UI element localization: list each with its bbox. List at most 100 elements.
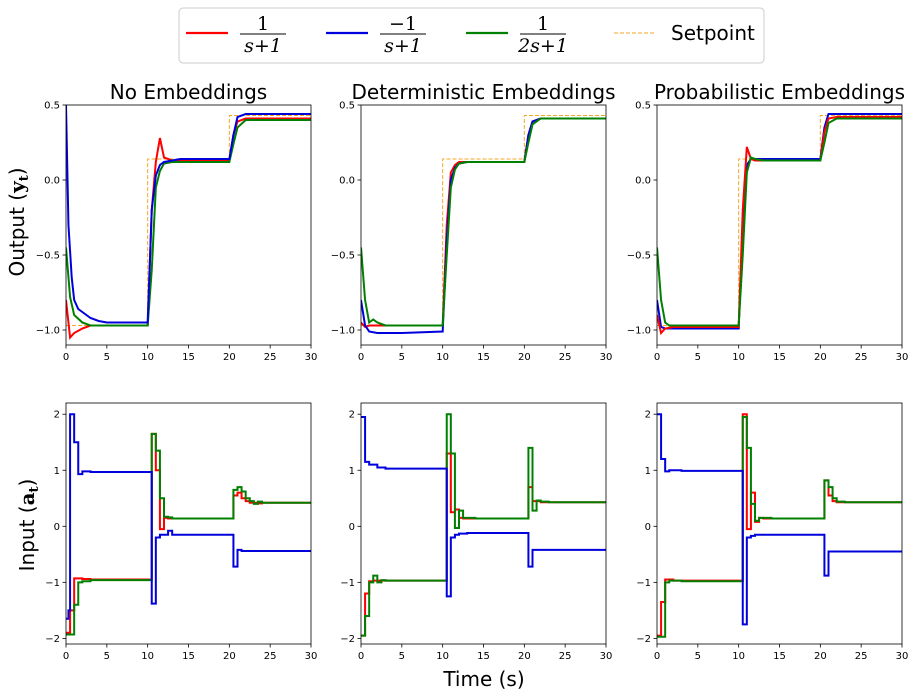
y-tick-label: −2	[340, 634, 355, 645]
legend-item-s2: −1s+1	[326, 13, 426, 57]
y-tick-label: 0	[54, 522, 60, 533]
subplot-title: No Embeddings	[110, 80, 267, 104]
x-tick-label: 5	[104, 352, 110, 363]
y-tick-label: 2	[645, 410, 651, 421]
y-tick-label: 2	[349, 410, 355, 421]
x-tick-label: 15	[182, 352, 195, 363]
y-tick-label: 0.5	[635, 101, 651, 112]
legend-label-sp: Setpoint	[671, 21, 755, 45]
y-tick-label: −2	[636, 634, 651, 645]
x-tick-label: 25	[855, 651, 868, 662]
x-tick-label: 10	[732, 651, 745, 662]
series-line-s2	[361, 117, 606, 334]
y-tick-label: −1.0	[331, 326, 355, 337]
subplot-1-0: 0 5 10 15 20 25 30 −2 −1 0 1 2	[45, 402, 317, 662]
y-tick-label: 1	[349, 466, 355, 477]
x-tick-label: 15	[182, 651, 195, 662]
y-tick-label: −1	[45, 578, 60, 589]
x-tick-label: 15	[773, 651, 786, 662]
y-tick-label: 0.0	[44, 176, 60, 187]
legend-numerator-s2: −1	[389, 13, 417, 35]
series-line-s1	[361, 452, 606, 637]
series-line-s2	[361, 416, 606, 598]
series-line-sp	[361, 115, 606, 326]
series-line-s2	[657, 113, 902, 330]
y-axis-label-output: Output (yt)	[5, 167, 32, 276]
y-tick-label: 0	[645, 522, 651, 533]
x-tick-label: 10	[732, 352, 745, 363]
x-tick-label: 10	[141, 352, 154, 363]
series-line-s1	[657, 116, 902, 336]
series-line-s3	[657, 416, 902, 638]
series-line-s3	[361, 117, 606, 327]
series-line-s1	[66, 432, 311, 634]
x-tick-label: 25	[264, 352, 277, 363]
y-tick-label: 0	[349, 522, 355, 533]
series-line-s3	[657, 117, 902, 327]
series-group	[657, 413, 902, 638]
series-line-s3	[361, 413, 606, 637]
y-tick-label: −1.0	[36, 326, 60, 337]
y-tick-label: −2	[45, 634, 60, 645]
x-tick-label: 0	[358, 352, 364, 363]
x-tick-label: 15	[477, 651, 490, 662]
y-tick-label: 0.0	[339, 176, 355, 187]
x-tick-label: 5	[399, 651, 405, 662]
x-tick-label: 10	[436, 352, 449, 363]
x-tick-label: 20	[518, 651, 531, 662]
series-line-sp	[657, 115, 902, 326]
series-line-s2	[66, 105, 311, 324]
y-tick-label: 1	[645, 466, 651, 477]
y-tick-label: 0.5	[44, 101, 60, 112]
x-axis-label: Time (s)	[442, 667, 524, 691]
y-tick-label: 0.5	[339, 101, 355, 112]
x-tick-label: 30	[600, 352, 613, 363]
series-line-s3	[66, 432, 311, 636]
axes-frame	[65, 104, 312, 346]
x-tick-label: 0	[654, 352, 660, 363]
x-tick-label: 15	[773, 352, 786, 363]
x-tick-label: 20	[518, 352, 531, 363]
series-group	[657, 113, 902, 336]
subplot-0-2: Probabilistic Embeddings 0 5 10 15 20 25 30 −1.0…	[627, 80, 909, 363]
series-group	[66, 413, 311, 636]
x-tick-label: 5	[399, 352, 405, 363]
series-line-s1	[361, 117, 606, 329]
legend-numerator-s3: 1	[537, 13, 549, 35]
x-tick-label: 20	[814, 651, 827, 662]
y-tick-label: −1.0	[627, 326, 651, 337]
axes-frame	[656, 402, 903, 645]
legend-denominator-s3: 2s+1	[517, 35, 568, 57]
x-tick-label: 30	[896, 651, 909, 662]
x-tick-label: 0	[358, 651, 364, 662]
series-line-s1	[66, 117, 311, 340]
subplot-title: Probabilistic Embeddings	[654, 80, 905, 104]
x-tick-label: 20	[223, 651, 236, 662]
series-group	[66, 105, 311, 340]
axes-frame	[360, 402, 607, 645]
series-group	[361, 115, 606, 334]
x-tick-label: 30	[896, 352, 909, 363]
x-tick-label: 30	[305, 352, 318, 363]
x-tick-label: 25	[264, 651, 277, 662]
series-line-sp	[66, 115, 311, 326]
y-tick-label: −0.5	[36, 251, 60, 262]
y-tick-label: −0.5	[627, 251, 651, 262]
y-tick-label: 1	[54, 466, 60, 477]
x-tick-label: 30	[600, 651, 613, 662]
legend-denominator-s1: s+1	[244, 35, 282, 57]
legend-denominator-s2: s+1	[384, 35, 422, 57]
legend-item-s3: 12s+1	[466, 13, 568, 57]
legend-item-sp: Setpoint	[614, 21, 755, 45]
series-group	[361, 413, 606, 637]
y-tick-label: −0.5	[331, 251, 355, 262]
y-axis-label-input: Input (at)	[15, 479, 42, 572]
axes-frame	[656, 104, 903, 346]
x-tick-label: 25	[855, 352, 868, 363]
legend-frame	[178, 7, 765, 64]
x-tick-label: 25	[559, 352, 572, 363]
subplot-title: Deterministic Embeddings	[351, 80, 615, 104]
subplot-0-1: Deterministic Embeddings 0 5 10 15 20 25 30 −1.0…	[331, 80, 616, 363]
